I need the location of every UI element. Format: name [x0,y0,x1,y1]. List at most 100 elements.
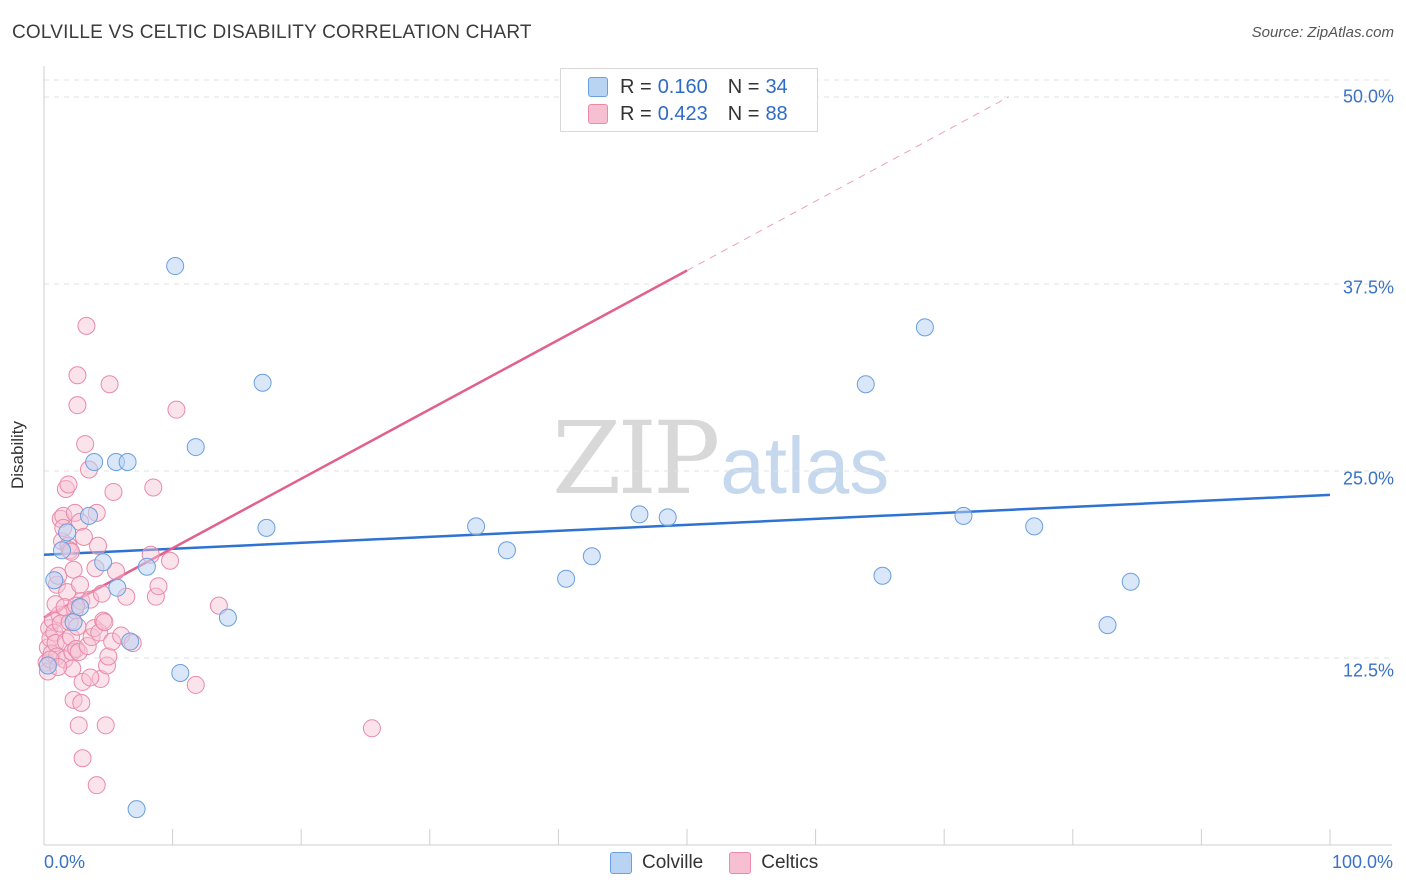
chart-title: COLVILLE VS CELTIC DISABILITY CORRELATIO… [12,22,532,43]
colville-point [171,663,190,682]
x-tick-label-0: 0.0% [44,852,86,872]
legend-item-celtics[interactable]: Celtics [729,852,818,874]
legend-n-value: 34 [765,75,788,98]
celtics-point [99,647,118,666]
celtics-point [78,637,97,656]
legend-label-celtics: Celtics [761,852,819,873]
celtics-point [69,716,88,735]
celtics-point [87,776,106,795]
legend-n-value: 88 [765,102,788,125]
legend-item-colville[interactable]: Colville [610,852,703,874]
celtics-point [186,675,205,694]
colville-point [630,505,649,524]
colville-point [856,375,875,394]
legend-r-label: R = [620,75,652,98]
colville-point [186,438,205,457]
watermark: ZIPatlas [552,400,889,517]
colville-point [582,547,601,566]
celtics-point [81,668,100,687]
legend-r-value: 0.423 [657,102,708,125]
colville-point [58,523,77,542]
colville-point [127,800,146,819]
celtics-point [92,584,111,603]
celtics-point [161,551,180,570]
celtics-point [72,693,91,712]
legend-label-colville: Colville [642,852,704,873]
colville-trend-line [43,493,1331,557]
colville-point [954,506,973,525]
celtics-point [98,656,117,675]
celtics-point [74,527,93,546]
celtics-point [68,366,87,385]
celtics-point [59,475,78,494]
points-layer [37,257,1140,819]
colville-point [118,453,137,472]
celtics-point [96,716,115,735]
colville-point [45,571,64,590]
celtics-point [69,643,88,662]
colville-point [1098,616,1117,635]
y-tick-label-12-5: 12.5% [1342,660,1394,681]
legend-r-label: R = [620,102,652,125]
series-legend: Colville Celtics [610,852,844,874]
colville-point [873,566,892,585]
colville-point [94,553,113,572]
colville-point [557,569,576,588]
stats-legend: R = 0.160 N = 34 R = 0.423 N = 88 [560,68,818,132]
colville-point [166,257,185,276]
colville-point [1121,572,1140,591]
colville-point [80,506,99,525]
colville-point [137,557,156,576]
celtics-point [95,613,114,632]
celtics-point [63,659,82,678]
watermark-zip: ZIP [552,400,720,517]
celtics-point [104,482,123,501]
colville-point [38,656,57,675]
colville-point [253,373,272,392]
colville-legend-swatch [610,852,632,874]
y-tick-label-37-5: 37.5% [1342,277,1394,298]
celtics-point [68,396,87,415]
celtics-point [76,435,95,454]
colville-point [53,541,72,560]
source-attribution: Source: ZipAtlas.com [1252,24,1394,41]
legend-n-label: N = [727,75,760,98]
colville-point [1025,517,1044,536]
celtics-point [73,749,92,768]
colville-point [497,541,516,560]
celtics-point [149,577,168,596]
legend-row-colville: R = 0.160 N = 34 [588,75,788,99]
celtics-point [64,560,83,579]
celtics-point [67,640,86,659]
celtics-point [90,623,109,642]
celtics-point [144,478,163,497]
celtics-point [77,316,96,335]
celtics-point [100,375,119,394]
colville-point [121,632,140,651]
colville-point [85,453,104,472]
legend-row-celtics: R = 0.423 N = 88 [588,102,788,126]
legend-n-label: N = [727,102,760,125]
celtics-point [146,587,165,606]
colville-point [658,508,677,527]
colville-point [915,318,934,337]
celtics-point [55,650,74,669]
y-tick-label-50: 50.0% [1342,86,1394,107]
celtics-point [89,536,108,555]
trend-layer [43,96,1331,619]
celtics-point [209,596,228,615]
celtics-point [71,575,90,594]
watermark-atlas: atlas [720,421,890,510]
celtics-swatch [588,104,608,124]
source-link[interactable]: ZipAtlas.com [1307,24,1394,41]
grid-layer [44,79,1392,659]
celtics-legend-swatch [729,852,752,874]
x-tick-label-100: 100.0% [1331,852,1393,872]
y-axis-label: Disability [8,420,27,490]
colville-point [467,517,486,536]
colville-point [108,578,127,597]
axis-layer [43,66,1392,846]
celtics-point [94,611,113,630]
colville-swatch [588,77,608,97]
